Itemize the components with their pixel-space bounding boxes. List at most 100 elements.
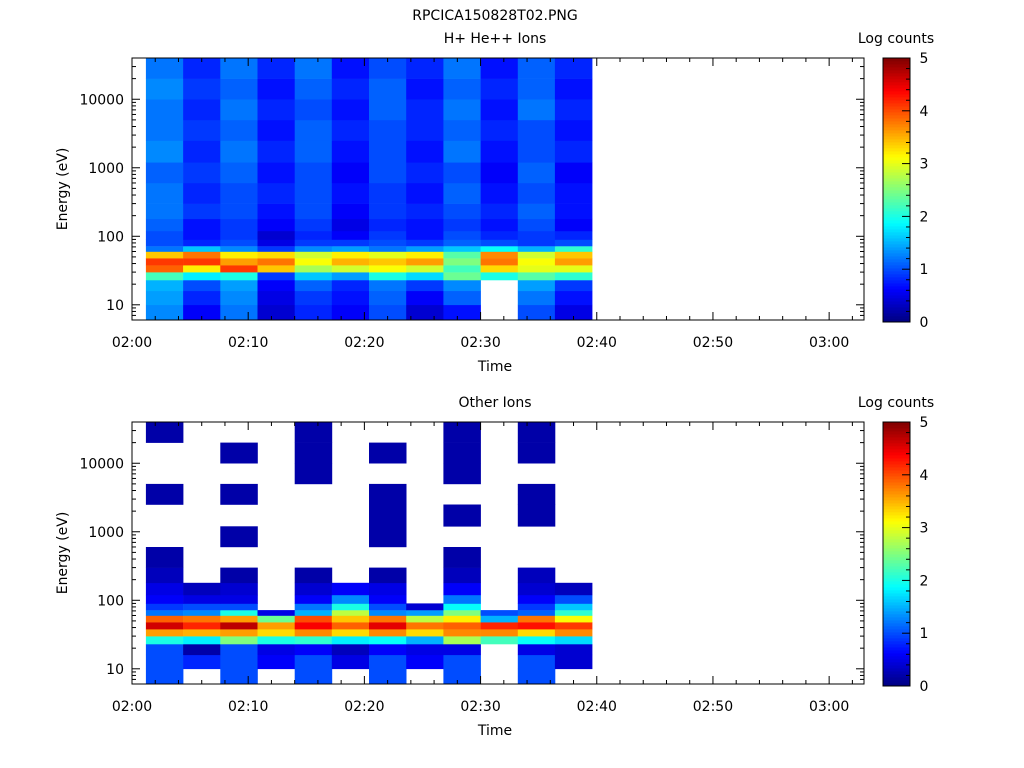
colorbar-segment xyxy=(883,512,910,516)
heatmap-cell xyxy=(183,183,221,204)
colorbar-tick-label: 2 xyxy=(920,209,929,225)
colorbar-segment xyxy=(883,503,910,507)
heatmap-cell xyxy=(145,280,184,292)
heatmap-cell xyxy=(443,442,481,464)
heatmap-cell xyxy=(554,218,593,232)
heatmap-cell xyxy=(257,615,295,623)
heatmap-cell xyxy=(331,629,370,637)
heatmap-cell xyxy=(294,280,333,292)
heatmap-cell xyxy=(369,246,407,252)
y-tick-label: 1000 xyxy=(88,525,124,541)
x-tick-label: 02:20 xyxy=(344,699,384,715)
heatmap-cell xyxy=(331,183,370,204)
heatmap-cell xyxy=(294,304,333,321)
heatmap-cell xyxy=(183,622,221,630)
heatmap-cell xyxy=(331,140,370,163)
colorbar-segment xyxy=(883,530,910,534)
heatmap-cell xyxy=(220,526,258,548)
colorbar-segment xyxy=(883,602,910,606)
heatmap-cell xyxy=(145,567,184,584)
colorbar-segment xyxy=(883,542,910,546)
colorbar-tick-label: 1 xyxy=(920,626,929,642)
colorbar-segment xyxy=(883,539,910,543)
heatmap-cell xyxy=(331,610,370,616)
heatmap-cell xyxy=(145,610,184,616)
colorbar-segment xyxy=(883,605,910,609)
colorbar-segment xyxy=(883,250,910,254)
colorbar-frame xyxy=(882,421,911,687)
colorbar-segment xyxy=(883,587,910,591)
heatmap-cell xyxy=(145,622,184,630)
heatmap-cell xyxy=(406,258,444,266)
heatmap-cell xyxy=(294,582,333,596)
panel-2-colorbar-label: Log counts xyxy=(858,395,934,411)
colorbar-segment xyxy=(883,464,910,468)
colorbar-segment xyxy=(883,545,910,549)
colorbar-segment xyxy=(883,124,910,128)
heatmap-cell xyxy=(257,629,295,637)
heatmap-cell xyxy=(294,668,333,685)
heatmap-cell xyxy=(145,304,184,321)
colorbar-segment xyxy=(883,476,910,480)
heatmap-cell xyxy=(369,162,407,184)
colorbar-segment xyxy=(883,241,910,245)
colorbar-segment xyxy=(883,247,910,251)
colorbar-segment xyxy=(883,205,910,209)
heatmap-cell xyxy=(554,304,593,321)
heatmap-cell xyxy=(331,58,370,79)
heatmap-cell xyxy=(294,162,333,184)
heatmap-cell xyxy=(443,78,481,100)
colorbar-segment xyxy=(883,103,910,107)
heatmap-cell xyxy=(406,218,444,232)
heatmap-cell xyxy=(294,629,333,637)
colorbar-segment xyxy=(883,677,910,681)
colorbar-segment xyxy=(883,259,910,263)
colorbar-tick-label: 1 xyxy=(920,262,929,278)
heatmap-cell xyxy=(294,290,333,306)
colorbar-segment xyxy=(883,133,910,137)
colorbar-tick-label: 3 xyxy=(920,157,929,173)
heatmap-cell xyxy=(480,622,519,630)
heatmap-cell xyxy=(145,119,184,141)
colorbar-segment xyxy=(883,238,910,242)
heatmap-cell xyxy=(183,58,221,79)
panel-2-frame xyxy=(131,421,865,685)
heatmap-cell xyxy=(257,246,295,252)
heatmap-cell xyxy=(406,162,444,184)
heatmap-cell xyxy=(257,258,295,266)
heatmap-cell xyxy=(294,58,333,79)
heatmap-cell xyxy=(257,183,295,204)
heatmap-cell xyxy=(145,218,184,232)
colorbar-segment xyxy=(883,130,910,134)
heatmap-cell xyxy=(294,567,333,584)
heatmap-cell xyxy=(257,58,295,79)
colorbar-segment xyxy=(883,79,910,83)
heatmap-cell xyxy=(369,58,407,79)
heatmap-cell xyxy=(331,622,370,630)
heatmap-cell xyxy=(517,654,556,670)
heatmap-cell xyxy=(443,622,481,630)
colorbar-segment xyxy=(883,551,910,555)
heatmap-cell xyxy=(554,230,593,240)
panel-1-colorbar-label: Log counts xyxy=(858,31,934,47)
colorbar-segment xyxy=(883,274,910,278)
heatmap-cell xyxy=(294,422,333,443)
heatmap-cell xyxy=(183,594,221,604)
heatmap-cell xyxy=(554,239,593,247)
heatmap-cell xyxy=(406,654,444,670)
colorbar-frame xyxy=(882,57,911,323)
colorbar-segment xyxy=(883,458,910,462)
x-tick-label: 02:30 xyxy=(460,699,500,715)
y-tick-label: 100 xyxy=(97,229,124,245)
heatmap-cell xyxy=(294,183,333,204)
heatmap-cell xyxy=(331,239,370,247)
heatmap-cell xyxy=(145,483,184,505)
heatmap-cell xyxy=(443,567,481,584)
colorbar-segment xyxy=(883,500,910,504)
colorbar-segment xyxy=(883,316,910,320)
heatmap-cell xyxy=(220,442,258,464)
heatmap-cell xyxy=(331,615,370,623)
heatmap-cell xyxy=(369,239,407,247)
colorbar-segment xyxy=(883,82,910,86)
panel-2-x-label: Time xyxy=(477,723,512,739)
